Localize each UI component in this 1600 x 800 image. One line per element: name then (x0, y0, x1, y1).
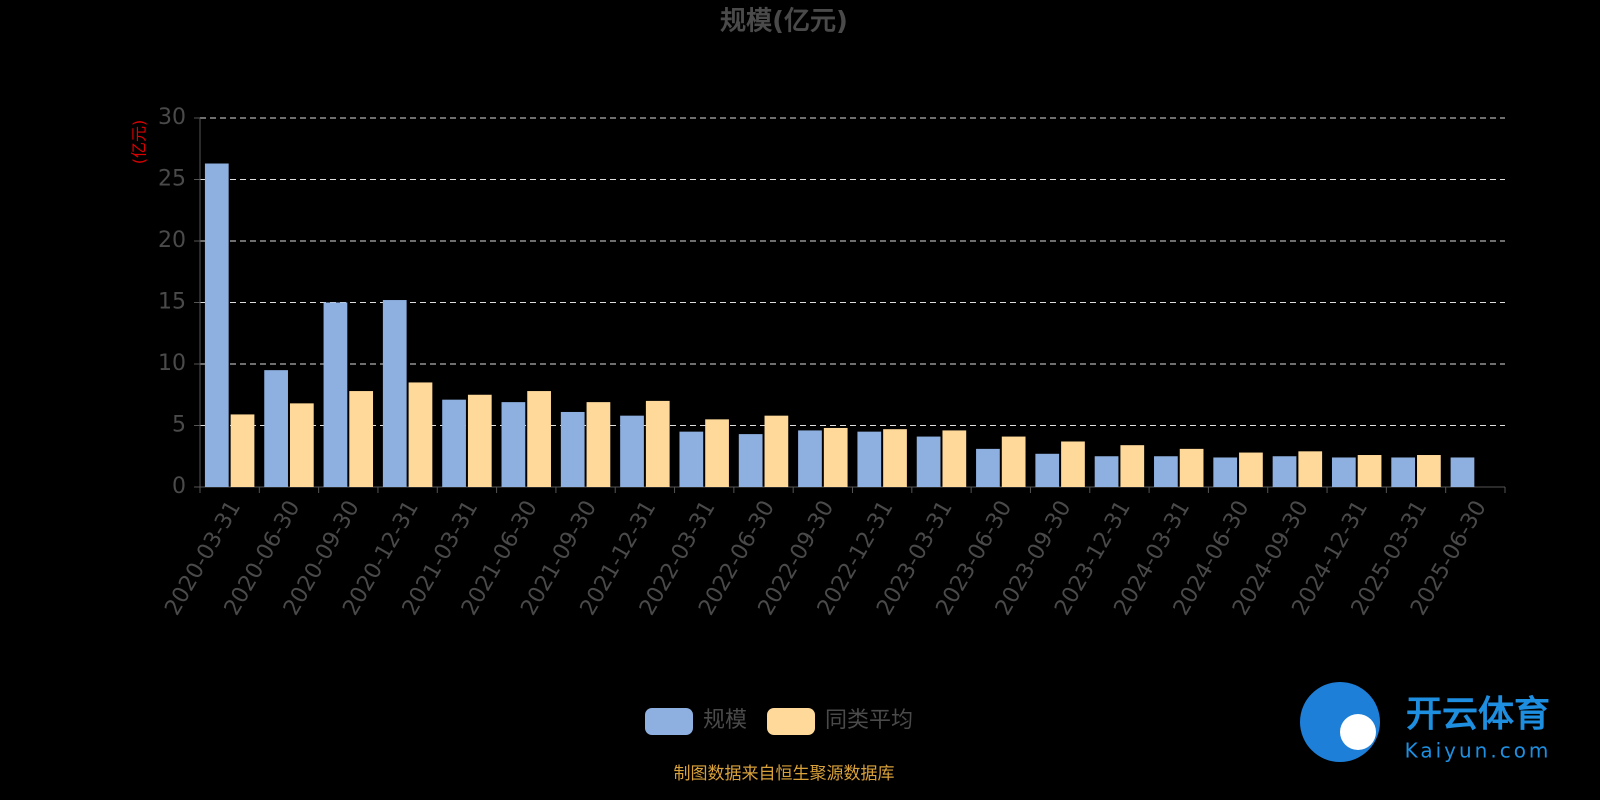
y-tick-label: 30 (158, 105, 186, 130)
bar (1450, 457, 1475, 487)
bar (1001, 436, 1026, 487)
bar (1035, 453, 1060, 487)
legend-swatch (645, 708, 693, 735)
y-tick-label: 0 (172, 474, 186, 499)
bar (823, 427, 848, 487)
bar (560, 411, 585, 487)
bar (764, 415, 789, 487)
bar (1239, 452, 1263, 487)
bar (204, 163, 229, 487)
bar (230, 414, 255, 487)
watermark-url: Kaiyun.com (1405, 739, 1552, 763)
legend-label: 同类平均 (825, 708, 913, 733)
bar (1417, 455, 1441, 487)
bar (620, 415, 644, 487)
bar (501, 402, 526, 487)
bar (976, 448, 1000, 487)
bar (738, 434, 763, 487)
bar (1298, 451, 1323, 487)
bar (289, 403, 314, 487)
source-note: 制图数据来自恒生聚源数据库 (674, 764, 895, 784)
bar (645, 400, 670, 487)
bar (467, 394, 492, 487)
bar (264, 370, 288, 487)
legend-label: 规模 (703, 708, 747, 733)
bar (883, 429, 907, 487)
bar (1331, 457, 1356, 487)
bar (1272, 456, 1297, 487)
bar (1179, 448, 1204, 487)
bar (1357, 455, 1382, 487)
y-tick-label: 25 (158, 167, 186, 192)
bar (586, 402, 611, 487)
y-axis-label: (亿元) (130, 120, 149, 165)
bar (942, 430, 967, 487)
y-tick-label: 15 (158, 290, 186, 315)
bar (382, 300, 407, 487)
y-tick-label: 10 (158, 351, 186, 376)
bar (408, 382, 433, 487)
legend-swatch (767, 708, 816, 735)
bar (798, 430, 822, 487)
watermark: 开云体育 Kaiyun.com (1300, 682, 1552, 763)
logo-ball (1340, 714, 1376, 750)
chart-title: 规模(亿元) (720, 7, 848, 37)
bar (442, 399, 466, 487)
y-tick-label: 20 (158, 228, 186, 253)
bar (1391, 457, 1416, 487)
bar (323, 302, 348, 487)
bar (1154, 456, 1178, 487)
bar (349, 391, 374, 487)
bar (527, 391, 551, 487)
bar (1061, 441, 1085, 487)
watermark-name: 开云体育 (1406, 694, 1550, 735)
bar (679, 431, 704, 487)
bar (1120, 445, 1145, 487)
y-tick-label: 5 (172, 413, 186, 438)
bar (857, 431, 882, 487)
bar (1213, 457, 1238, 487)
bar (1094, 456, 1119, 487)
bar (705, 419, 729, 487)
bar (916, 436, 941, 487)
